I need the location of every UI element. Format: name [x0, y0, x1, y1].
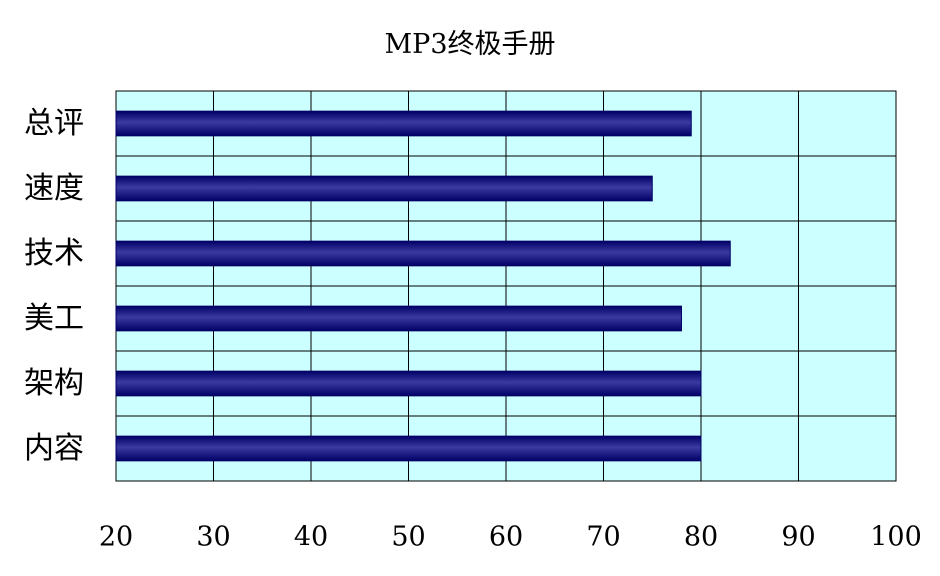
bar-架构: [115, 370, 702, 397]
x-tick-label: 70: [586, 522, 620, 553]
bar-总评: [115, 110, 692, 137]
x-tick-label: 30: [196, 522, 230, 553]
category-label: 美工: [24, 301, 84, 336]
bars: [115, 110, 731, 462]
x-tick-label: 50: [391, 522, 425, 553]
x-tick-label: 90: [781, 522, 815, 553]
category-label: 内容: [24, 431, 84, 466]
category-label: 架构: [24, 366, 84, 401]
bar-速度: [115, 175, 653, 202]
x-tick-label: 60: [489, 522, 523, 553]
x-tick-label: 100: [870, 522, 922, 553]
category-label: 技术: [24, 236, 84, 271]
x-tick-label: 80: [684, 522, 718, 553]
bar-技术: [115, 240, 731, 267]
category-label: 总评: [24, 106, 84, 141]
gridlines: [115, 90, 897, 482]
x-tick-label: 40: [294, 522, 328, 553]
x-tick-label: 20: [99, 522, 133, 553]
bar-内容: [115, 435, 702, 462]
bar-美工: [115, 305, 682, 332]
category-label: 速度: [24, 171, 84, 206]
x-tick-labels: 20 30 40 50 60 70 80 90 100: [99, 522, 922, 553]
chart-title: MP3终极手册: [384, 29, 556, 60]
